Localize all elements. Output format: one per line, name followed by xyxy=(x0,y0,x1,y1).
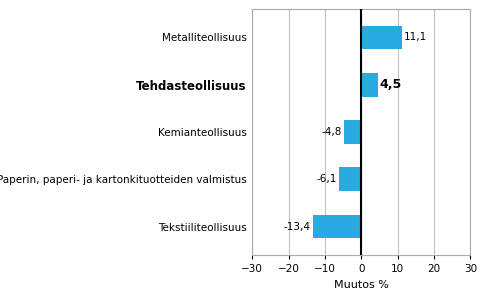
Text: -6,1: -6,1 xyxy=(316,174,336,184)
Text: -4,8: -4,8 xyxy=(321,127,341,137)
Bar xyxy=(361,26,401,49)
Text: -13,4: -13,4 xyxy=(283,222,310,232)
Bar xyxy=(312,215,361,238)
Bar xyxy=(343,120,361,144)
Bar xyxy=(361,73,377,97)
Bar xyxy=(338,167,361,191)
Text: 4,5: 4,5 xyxy=(378,78,401,91)
Text: 11,1: 11,1 xyxy=(403,32,426,42)
X-axis label: Muutos %: Muutos % xyxy=(333,280,388,290)
